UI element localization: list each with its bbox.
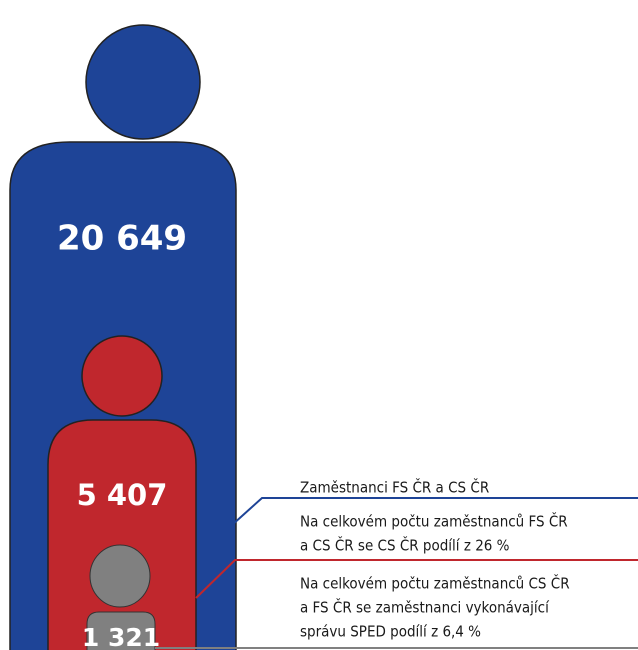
gray-body [86, 611, 156, 650]
blue-leader [231, 497, 638, 526]
gray-head [89, 544, 151, 608]
red-count: 5 407 [77, 478, 168, 512]
blue-count: 20 649 [57, 219, 187, 259]
legend-text: a CS ČR se CS ČR podílí z 26 % [300, 536, 510, 555]
red-leader [195, 559, 638, 599]
gray-figure: 1 321 [82, 544, 160, 650]
red-head [81, 335, 163, 417]
blue-head [85, 24, 201, 140]
gray-count: 1 321 [82, 623, 160, 650]
legend-text: a FS ČR se zaměstnanci vykonávající [300, 598, 550, 617]
red-body [47, 419, 197, 650]
red-figure: 5 407 [47, 335, 197, 650]
legend-text: správu SPED podílí z 6,4 % [300, 623, 481, 641]
legend-text: Na celkovém počtu zaměstnanců CS ČR [300, 574, 570, 593]
legend-text: Zaměstnanci FS ČR a CS ČR [300, 478, 489, 497]
legend-text: Na celkovém počtu zaměstnanců FS ČR [300, 512, 568, 531]
